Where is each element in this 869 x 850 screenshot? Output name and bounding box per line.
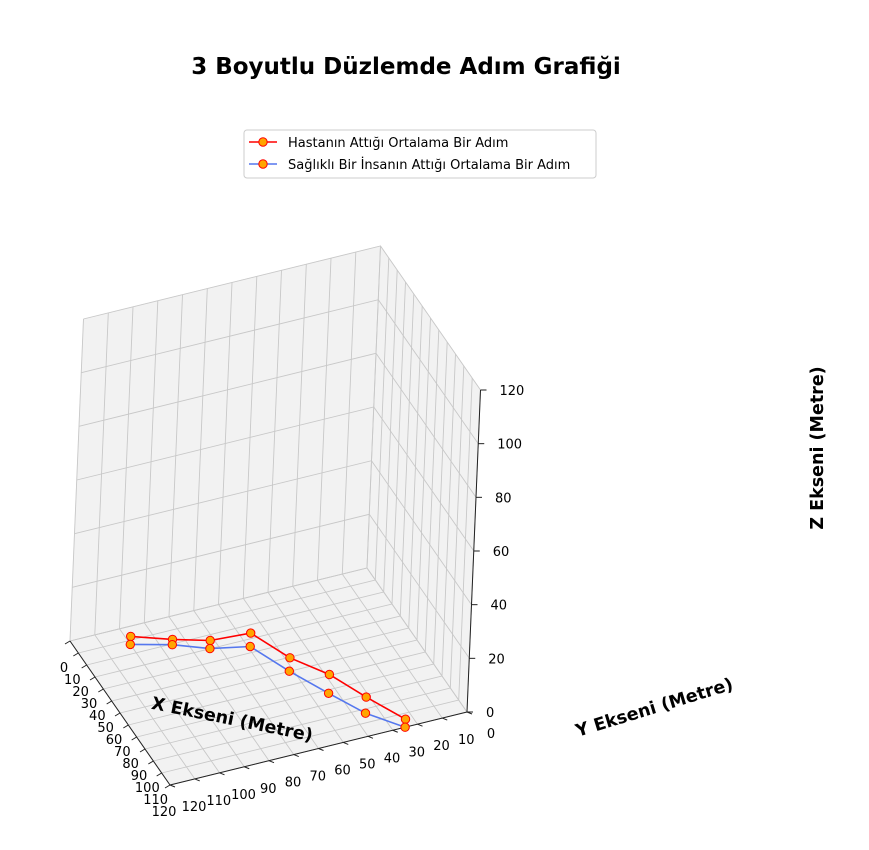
data-point bbox=[323, 688, 334, 698]
y-tick-mark bbox=[318, 748, 324, 751]
z-tick-label: 20 bbox=[488, 652, 505, 667]
x-tick-label: 60 bbox=[106, 733, 123, 748]
z-tick-label: 40 bbox=[491, 599, 508, 614]
data-point bbox=[205, 643, 215, 654]
y-tick-mark bbox=[442, 717, 448, 721]
y-tick-mark bbox=[293, 754, 299, 758]
data-point bbox=[125, 639, 136, 650]
y-tick-label: 120 bbox=[182, 800, 207, 815]
grid-line-z bbox=[69, 567, 468, 713]
y-tick-mark bbox=[417, 723, 423, 727]
y-tick-mark bbox=[219, 772, 225, 776]
y-tick-label: 50 bbox=[359, 757, 376, 772]
legend-marker-patient bbox=[258, 137, 268, 147]
legend-marker-healthy bbox=[258, 159, 268, 169]
legend-label-patient: Hastanın Attığı Ortalama Bir Adım bbox=[288, 136, 508, 151]
data-point bbox=[361, 692, 371, 702]
z-axis-label: Z Ekseni (Metre) bbox=[808, 366, 828, 529]
y-tick-mark bbox=[244, 766, 250, 770]
x-tick-label: 120 bbox=[152, 805, 177, 820]
axis-group: 0102030405060708090100110120010203040506… bbox=[60, 384, 524, 820]
x-tick-mark bbox=[98, 688, 104, 693]
data-point bbox=[205, 635, 215, 646]
x-tick-mark bbox=[106, 700, 112, 705]
x-tick-label: 110 bbox=[143, 793, 168, 808]
y-tick-mark bbox=[268, 760, 275, 764]
grid-line-z bbox=[72, 513, 470, 659]
pane-group bbox=[69, 244, 482, 786]
grid-line-z bbox=[83, 245, 481, 391]
legend: Hastanın Attığı Ortalama Bir Adım Sağlık… bbox=[243, 129, 597, 179]
x-tick-label: 90 bbox=[131, 769, 148, 784]
y-tick-label: 10 bbox=[458, 733, 475, 748]
z-tick-label: 0 bbox=[486, 706, 494, 721]
data-point bbox=[167, 640, 178, 650]
chart-title: 3 Boyutlu Düzlemde Adım Grafiği bbox=[191, 54, 621, 80]
x-tick-mark bbox=[73, 652, 79, 657]
data-point bbox=[126, 631, 136, 642]
y-tick-mark bbox=[367, 735, 374, 739]
y-tick-label: 60 bbox=[334, 764, 351, 779]
data-point bbox=[360, 708, 371, 718]
data-point bbox=[285, 653, 295, 663]
x-tick-mark bbox=[148, 760, 154, 765]
x-tick-mark bbox=[81, 664, 87, 669]
y-tick-mark bbox=[392, 729, 398, 733]
x-tick-label: 50 bbox=[97, 721, 114, 736]
y-tick-label: 90 bbox=[260, 782, 277, 797]
series-line-1 bbox=[130, 643, 406, 728]
data-point bbox=[324, 669, 335, 680]
x-tick-mark bbox=[139, 748, 146, 753]
data-point bbox=[245, 641, 255, 652]
x-tick-mark bbox=[131, 736, 137, 741]
data-point bbox=[284, 666, 294, 676]
z-tick-label: 60 bbox=[493, 545, 510, 560]
series-layer bbox=[125, 628, 411, 732]
x-tick-mark bbox=[114, 712, 121, 717]
series-1 bbox=[125, 639, 410, 732]
z-tick-label: 80 bbox=[495, 491, 512, 506]
x-tick-label: 40 bbox=[89, 709, 106, 724]
x-tick-label: 0 bbox=[60, 661, 68, 676]
data-point bbox=[400, 722, 410, 732]
y-tick-label: 110 bbox=[206, 794, 231, 809]
y-axis-label: Y Ekseni (Metre) bbox=[573, 675, 736, 742]
y-tick-label: 20 bbox=[433, 739, 450, 754]
x-tick-mark bbox=[164, 784, 171, 789]
x-tick-label: 70 bbox=[114, 745, 131, 760]
x-tick-mark bbox=[89, 676, 96, 681]
x-tick-label: 20 bbox=[72, 685, 89, 700]
x-tick-label: 100 bbox=[135, 781, 160, 796]
x-tick-mark bbox=[156, 772, 162, 777]
y-tick-mark bbox=[194, 778, 200, 782]
data-point bbox=[400, 714, 411, 724]
y-tick-mark bbox=[343, 741, 349, 745]
grid-line-z bbox=[78, 352, 477, 498]
y-tick-label: 40 bbox=[384, 751, 401, 766]
legend-box bbox=[243, 129, 597, 179]
x-tick-label: 80 bbox=[122, 757, 139, 772]
series-line-0 bbox=[130, 632, 406, 720]
grid-line-z bbox=[76, 406, 475, 552]
z-tick-label: 120 bbox=[500, 384, 525, 399]
y-tick-label: 70 bbox=[309, 770, 326, 785]
y-tick-label: 80 bbox=[285, 776, 302, 791]
grid-line-z bbox=[74, 460, 472, 605]
x-tick-mark bbox=[123, 724, 129, 729]
y-tick-label: 30 bbox=[408, 745, 425, 760]
z-tick-label: 100 bbox=[497, 438, 522, 453]
x-tick-label: 30 bbox=[81, 697, 98, 712]
x-tick-mark bbox=[64, 640, 71, 645]
data-point bbox=[246, 628, 256, 638]
y-tick-label: 100 bbox=[231, 788, 256, 803]
x-tick-label: 10 bbox=[64, 673, 81, 688]
legend-label-healthy: Sağlıklı Bir İnsanın Attığı Ortalama Bir… bbox=[288, 157, 570, 173]
grid-line-z bbox=[81, 299, 479, 444]
y-tick-label: 0 bbox=[487, 727, 495, 742]
grid-lines bbox=[69, 245, 481, 786]
y-tick-mark bbox=[169, 784, 176, 788]
